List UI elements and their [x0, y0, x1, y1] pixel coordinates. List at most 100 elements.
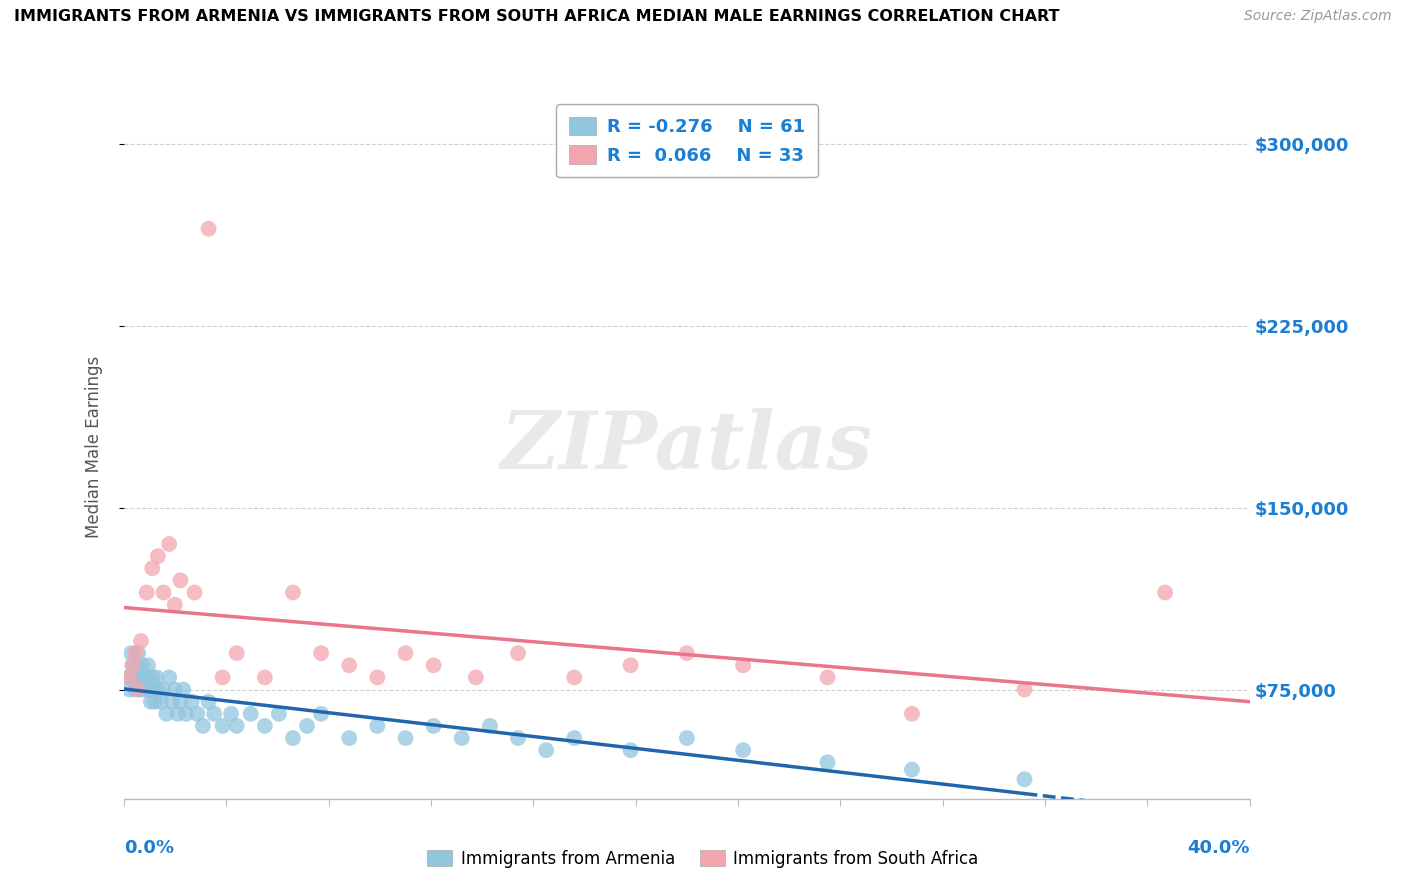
Point: [422, 719, 444, 733]
Point: [135, 670, 157, 684]
Point: [225, 646, 247, 660]
Point: [127, 646, 149, 660]
Point: [901, 706, 924, 721]
Point: [1014, 682, 1036, 697]
Point: [142, 682, 165, 697]
Point: [124, 646, 146, 660]
Text: 40.0%: 40.0%: [1187, 838, 1250, 857]
Point: [136, 658, 159, 673]
Point: [138, 682, 160, 697]
Point: [337, 731, 360, 745]
Point: [197, 695, 219, 709]
Point: [172, 682, 194, 697]
Point: [422, 658, 444, 673]
Point: [124, 682, 146, 697]
Point: [121, 658, 143, 673]
Point: [733, 743, 755, 757]
Point: [197, 221, 219, 235]
Point: [166, 706, 188, 721]
Point: [163, 598, 186, 612]
Point: [225, 719, 247, 733]
Point: [817, 756, 839, 770]
Point: [117, 670, 139, 684]
Point: [337, 658, 360, 673]
Point: [202, 706, 225, 721]
Point: [169, 695, 191, 709]
Point: [450, 731, 472, 745]
Point: [309, 706, 332, 721]
Point: [128, 670, 150, 684]
Point: [146, 549, 169, 563]
Point: [141, 561, 163, 575]
Point: [118, 670, 141, 684]
Point: [506, 646, 529, 660]
Point: [129, 634, 152, 648]
Point: [619, 658, 641, 673]
Point: [169, 574, 191, 588]
Point: [267, 706, 290, 721]
Point: [219, 706, 242, 721]
Point: [562, 670, 585, 684]
Point: [163, 682, 186, 697]
Legend: R = -0.276    N = 61, R =  0.066    N = 33: R = -0.276 N = 61, R = 0.066 N = 33: [557, 104, 817, 178]
Point: [152, 585, 174, 599]
Point: [562, 731, 585, 745]
Point: [295, 719, 318, 733]
Point: [149, 695, 172, 709]
Point: [160, 695, 183, 709]
Point: [134, 682, 156, 697]
Point: [1014, 772, 1036, 787]
Text: 0.0%: 0.0%: [124, 838, 174, 857]
Point: [281, 585, 304, 599]
Point: [394, 646, 416, 660]
Point: [118, 682, 141, 697]
Point: [733, 658, 755, 673]
Point: [139, 695, 162, 709]
Point: [464, 670, 486, 684]
Point: [186, 706, 208, 721]
Point: [239, 706, 262, 721]
Point: [211, 670, 233, 684]
Point: [145, 670, 167, 684]
Point: [281, 731, 304, 745]
Point: [157, 670, 180, 684]
Point: [394, 731, 416, 745]
Point: [901, 763, 924, 777]
Point: [253, 719, 276, 733]
Text: Source: ZipAtlas.com: Source: ZipAtlas.com: [1244, 9, 1392, 23]
Point: [253, 670, 276, 684]
Point: [129, 682, 152, 697]
Point: [183, 585, 205, 599]
Point: [135, 585, 157, 599]
Point: [534, 743, 557, 757]
Point: [366, 719, 388, 733]
Point: [211, 719, 233, 733]
Point: [155, 706, 177, 721]
Point: [146, 682, 169, 697]
Point: [120, 646, 142, 660]
Legend: Immigrants from Armenia, Immigrants from South Africa: Immigrants from Armenia, Immigrants from…: [420, 844, 986, 875]
Point: [1154, 585, 1177, 599]
Point: [132, 670, 155, 684]
Point: [478, 719, 501, 733]
Point: [121, 658, 143, 673]
Point: [141, 670, 163, 684]
Point: [174, 706, 197, 721]
Point: [309, 646, 332, 660]
Point: [191, 719, 214, 733]
Point: [180, 695, 202, 709]
Point: [122, 670, 145, 684]
Point: [619, 743, 641, 757]
Point: [125, 658, 148, 673]
Point: [366, 670, 388, 684]
Point: [143, 695, 166, 709]
Y-axis label: Median Male Earnings: Median Male Earnings: [86, 356, 103, 538]
Point: [676, 731, 699, 745]
Point: [127, 682, 149, 697]
Text: IMMIGRANTS FROM ARMENIA VS IMMIGRANTS FROM SOUTH AFRICA MEDIAN MALE EARNINGS COR: IMMIGRANTS FROM ARMENIA VS IMMIGRANTS FR…: [14, 9, 1060, 24]
Text: ZIPatlas: ZIPatlas: [501, 409, 873, 486]
Point: [676, 646, 699, 660]
Point: [152, 682, 174, 697]
Point: [131, 658, 153, 673]
Point: [817, 670, 839, 684]
